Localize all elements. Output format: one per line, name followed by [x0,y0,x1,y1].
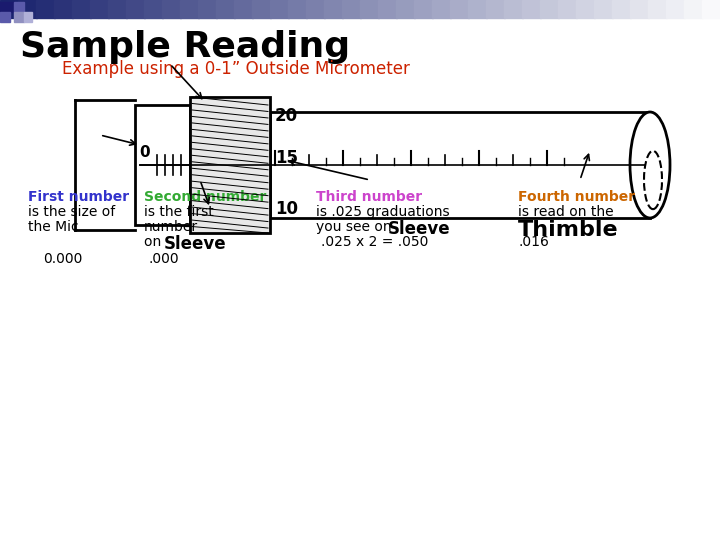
Text: First number: First number [28,190,129,204]
Bar [414,0,433,18]
Bar [216,0,235,18]
Bar [612,0,631,18]
Bar [144,0,163,18]
Text: 0.000: 0.000 [43,252,82,266]
Bar [234,0,253,18]
Bar [36,0,55,18]
Text: is .025 graduations: is .025 graduations [316,205,449,219]
Bar [594,0,613,18]
Bar [324,0,343,18]
Bar [72,0,91,18]
Bar [630,0,649,18]
Bar [14,2,24,12]
Text: 15: 15 [275,149,298,167]
Bar [468,0,487,18]
Bar [270,0,289,18]
Text: 10: 10 [275,200,298,218]
Bar [702,0,720,18]
Bar [180,0,199,18]
Bar [450,0,469,18]
Bar [14,12,24,22]
Text: is read on the: is read on the [518,205,613,219]
Bar [190,97,270,233]
Text: is the size of: is the size of [28,205,115,219]
Text: Sleeve: Sleeve [388,220,451,238]
Bar [162,0,181,18]
Text: .016: .016 [518,235,549,249]
Bar [648,0,667,18]
Text: .000: .000 [149,252,179,266]
Text: Sleeve: Sleeve [164,235,227,253]
Bar [288,0,307,18]
Bar [0,0,19,18]
Bar [198,0,217,18]
Bar [135,105,190,225]
Bar [486,0,505,18]
Bar [270,112,650,218]
Bar [360,0,379,18]
Bar [378,0,397,18]
Text: Third number: Third number [316,190,422,204]
Text: on: on [144,235,166,249]
Bar [540,0,559,18]
Bar [558,0,577,18]
Bar [342,0,361,18]
Ellipse shape [630,112,670,218]
Text: Fourth number: Fourth number [518,190,635,204]
Bar [24,12,32,22]
Bar [504,0,523,18]
Text: the Mic: the Mic [28,220,78,234]
Text: 0: 0 [140,145,150,160]
Bar [684,0,703,18]
Bar [252,0,271,18]
Bar [306,0,325,18]
Bar [432,0,451,18]
Text: Example using a 0-1” Outside Micrometer: Example using a 0-1” Outside Micrometer [62,60,410,78]
Bar [108,0,127,18]
Text: you see on: you see on [316,220,396,234]
Text: is the first: is the first [144,205,214,219]
Text: Sample Reading: Sample Reading [20,30,350,64]
Bar [576,0,595,18]
Bar [396,0,415,18]
Bar [90,0,109,18]
Bar [0,12,10,22]
Bar [0,2,14,12]
Text: Second number: Second number [144,190,266,204]
Bar [54,0,73,18]
Text: 20: 20 [275,107,298,125]
Bar [522,0,541,18]
Text: Thimble: Thimble [518,220,618,240]
Text: .025 x 2 = .050: .025 x 2 = .050 [321,235,428,249]
Bar [666,0,685,18]
Text: number: number [144,220,198,234]
Bar [126,0,145,18]
Bar [18,0,37,18]
